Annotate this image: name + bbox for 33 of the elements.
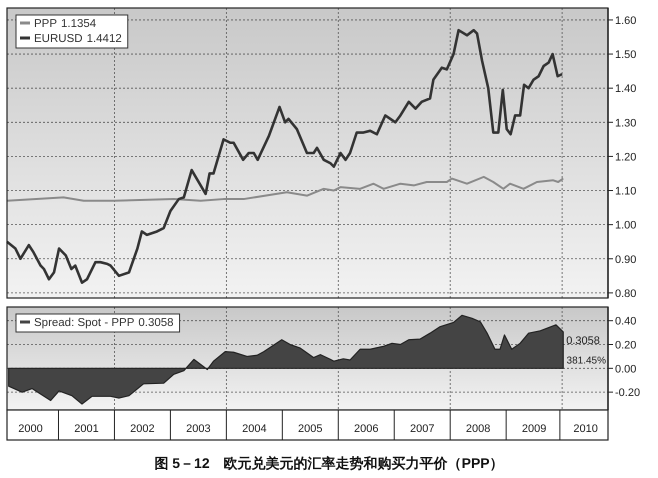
x-tick-label: 2002 — [130, 423, 155, 435]
y-tick-label: 1.10 — [615, 186, 636, 198]
text: Spread: Spot - PPP — [34, 317, 135, 329]
y-tick-label: 0.80 — [615, 288, 636, 300]
y-tick-label: -0.20 — [615, 387, 640, 400]
annotation: 1.4412 — [86, 33, 122, 45]
annotation: 0.3058 — [138, 317, 174, 329]
y-tick-label: 1.20 — [615, 151, 636, 164]
x-tick-label: 2001 — [74, 423, 99, 435]
x-tick-label: 2005 — [298, 423, 323, 435]
x-tick-label: 2008 — [466, 423, 490, 435]
legend-label: PPP — [34, 18, 58, 30]
y-tick-label: 1.30 — [615, 117, 636, 130]
text: 图 5－12 欧元兑美元的汇率走势和购买力平价（PPP） — [154, 455, 504, 471]
x-tick-label: 2003 — [186, 423, 211, 435]
annotation: 1.1354 — [61, 18, 97, 30]
annotation: 381.45% — [566, 355, 606, 366]
y-tick-label: 0.20 — [615, 340, 636, 352]
legend-label: EURUSD — [34, 33, 83, 45]
y-tick-label: 0.00 — [615, 363, 636, 376]
x-tick-label: 2009 — [522, 423, 546, 435]
x-tick-label: 2006 — [354, 423, 378, 435]
y-tick-label: 1.00 — [615, 220, 636, 232]
y-tick-label: 1.60 — [615, 14, 636, 27]
y-tick-label: 1.50 — [615, 49, 636, 62]
y-tick-label: 0.90 — [615, 254, 636, 266]
x-tick-label: 2010 — [573, 423, 598, 435]
y-tick-label: 0.40 — [615, 316, 636, 328]
x-tick-label: 2004 — [242, 423, 267, 435]
x-tick-label: 2000 — [18, 423, 43, 435]
x-tick-label: 2007 — [410, 423, 434, 435]
y-tick-label: 1.40 — [615, 83, 636, 96]
annotation: 0.3058 — [566, 334, 600, 347]
